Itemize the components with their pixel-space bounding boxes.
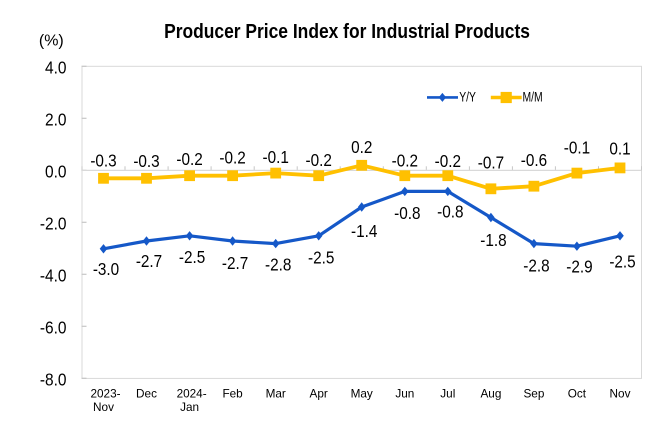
svg-text:May: May — [351, 386, 373, 400]
svg-text:Jan: Jan — [180, 400, 199, 414]
svg-text:-2.8: -2.8 — [265, 255, 291, 274]
svg-text:-0.3: -0.3 — [90, 152, 116, 171]
svg-text:-2.5: -2.5 — [308, 249, 334, 268]
svg-text:-0.1: -0.1 — [564, 139, 590, 158]
svg-text:-0.8: -0.8 — [437, 203, 463, 222]
svg-text:0.1: 0.1 — [609, 140, 630, 159]
svg-text:2.0: 2.0 — [45, 110, 66, 130]
svg-text:Jun: Jun — [395, 386, 414, 400]
svg-text:-0.2: -0.2 — [392, 151, 418, 170]
svg-text:Nov: Nov — [610, 386, 631, 400]
svg-text:Sep: Sep — [523, 386, 544, 400]
svg-text:-1.4: -1.4 — [351, 222, 377, 241]
svg-text:Y/Y: Y/Y — [459, 89, 476, 105]
svg-text:-0.2: -0.2 — [219, 149, 245, 168]
svg-text:0.0: 0.0 — [45, 162, 66, 182]
svg-text:Apr: Apr — [310, 386, 328, 400]
svg-text:Oct: Oct — [568, 386, 587, 400]
svg-text:-2.8: -2.8 — [523, 257, 549, 276]
svg-text:-2.7: -2.7 — [136, 252, 162, 271]
svg-text:-8.0: -8.0 — [40, 370, 67, 390]
svg-text:-1.8: -1.8 — [480, 231, 506, 250]
svg-text:-0.2: -0.2 — [306, 151, 332, 170]
svg-text:-2.7: -2.7 — [222, 254, 248, 273]
svg-text:Mar: Mar — [266, 386, 286, 400]
svg-text:0.2: 0.2 — [351, 138, 372, 157]
svg-text:-2.5: -2.5 — [179, 248, 205, 267]
svg-text:(%): (%) — [39, 33, 64, 50]
svg-text:-2.9: -2.9 — [566, 258, 592, 277]
svg-text:Jul: Jul — [440, 386, 455, 400]
svg-text:-0.6: -0.6 — [521, 151, 547, 170]
svg-text:M/M: M/M — [523, 89, 543, 105]
svg-text:-2.0: -2.0 — [40, 214, 67, 234]
svg-text:2024-: 2024- — [177, 386, 207, 400]
svg-text:4.0: 4.0 — [45, 58, 66, 78]
svg-text:-0.3: -0.3 — [133, 152, 159, 171]
svg-text:-0.7: -0.7 — [478, 154, 504, 173]
svg-text:-2.5: -2.5 — [609, 253, 635, 272]
svg-text:-0.2: -0.2 — [435, 152, 461, 171]
svg-text:-0.1: -0.1 — [263, 148, 289, 167]
svg-text:Dec: Dec — [136, 386, 157, 400]
svg-text:Producer Price Index for Indus: Producer Price Index for Industrial Prod… — [164, 21, 530, 44]
svg-text:Feb: Feb — [222, 386, 243, 400]
svg-text:-6.0: -6.0 — [40, 318, 67, 338]
svg-text:2023-: 2023- — [90, 386, 120, 400]
svg-text:Nov: Nov — [93, 400, 114, 414]
svg-text:-0.2: -0.2 — [176, 150, 202, 169]
svg-text:-4.0: -4.0 — [40, 266, 67, 286]
svg-text:-0.8: -0.8 — [394, 204, 420, 223]
svg-text:Aug: Aug — [480, 386, 501, 400]
svg-text:-3.0: -3.0 — [93, 260, 119, 279]
